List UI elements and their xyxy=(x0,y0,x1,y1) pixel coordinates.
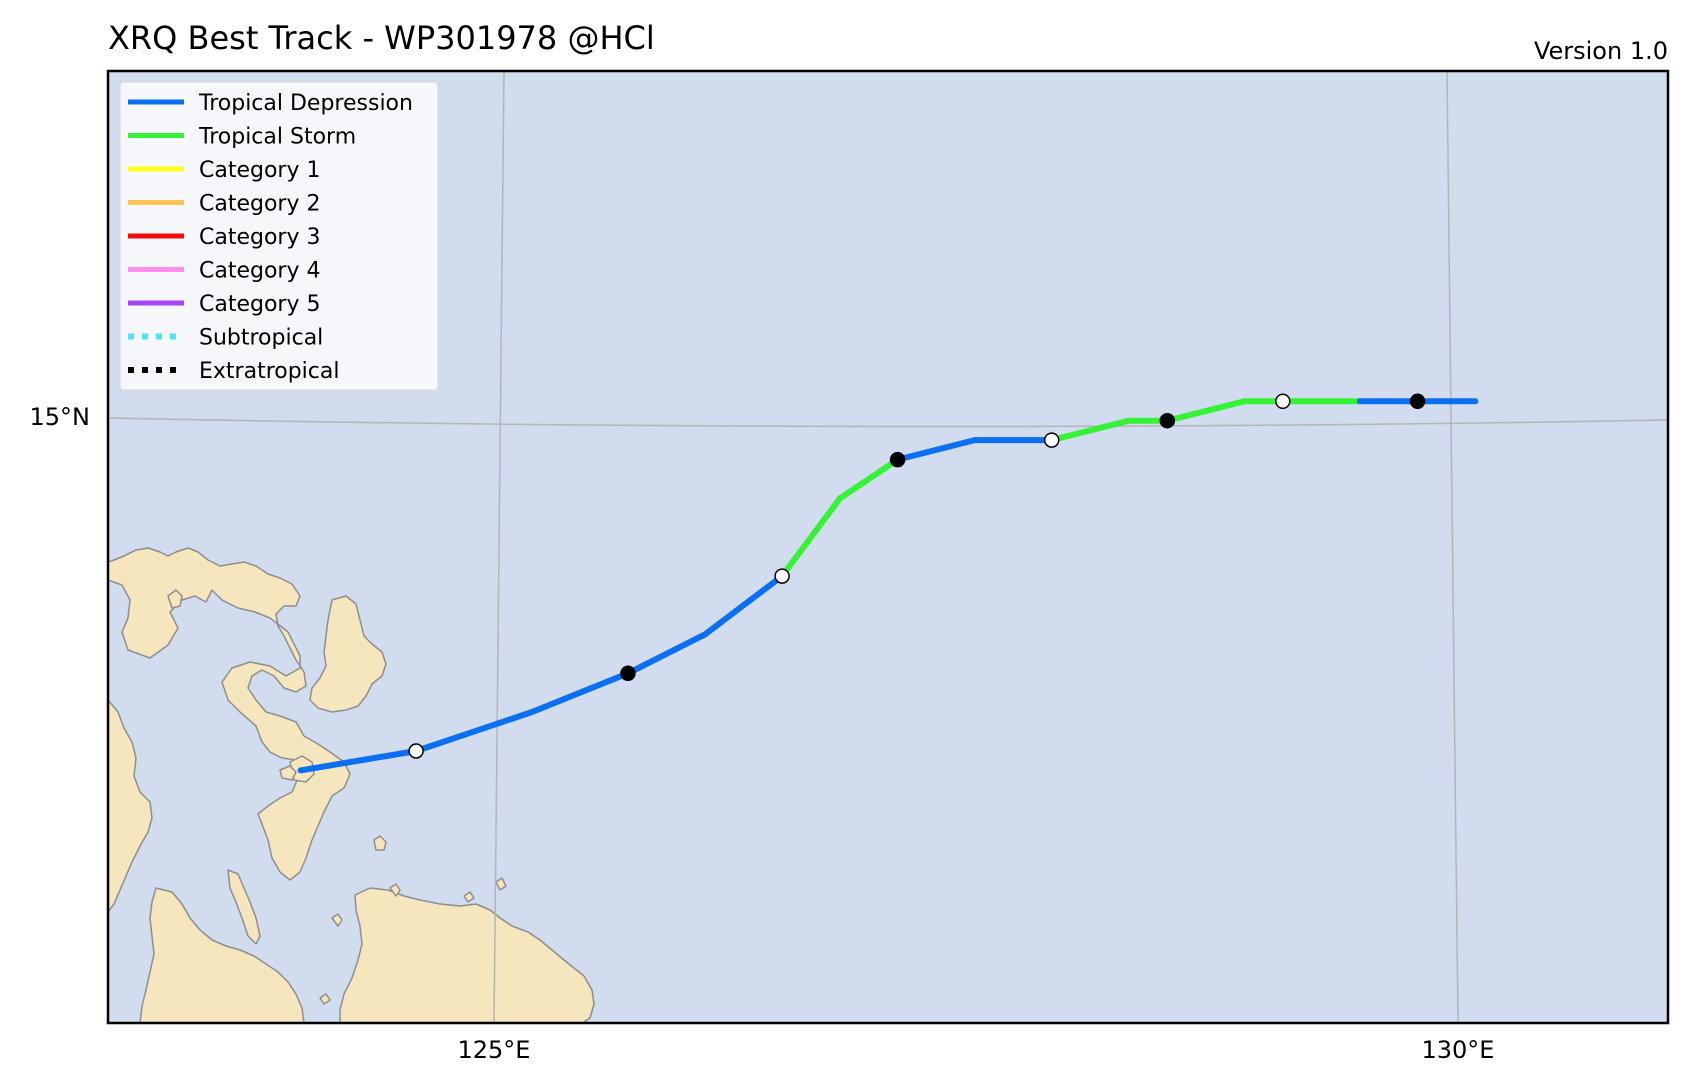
legend-item-category-1: Category 1 xyxy=(128,158,320,183)
track-point-filled-15 xyxy=(1409,393,1426,410)
track-point-open-13 xyxy=(1275,393,1291,410)
track-segment-6 xyxy=(836,456,901,502)
islet-4 xyxy=(279,765,297,781)
legend-label: Subtropical xyxy=(199,326,323,351)
islet-9 xyxy=(463,891,475,903)
map-title: XRQ Best Track - WP301978 @HCl xyxy=(108,19,655,57)
legend-item-category-5: Category 5 xyxy=(128,292,320,317)
track-segment-11 xyxy=(1164,398,1248,424)
islet-10 xyxy=(319,993,331,1005)
legend-item-subtropical: Subtropical xyxy=(128,326,323,351)
legend-label: Extratropical xyxy=(199,359,340,384)
track-point-filled-3 xyxy=(620,665,636,682)
track-segment-5 xyxy=(779,495,843,580)
gridline-lon-125 xyxy=(493,71,505,1023)
graticule xyxy=(108,71,1668,1023)
track-markers xyxy=(408,393,1426,759)
islet-2 xyxy=(227,869,261,945)
track-point-filled-11 xyxy=(1159,412,1176,429)
track-point-open-9 xyxy=(1043,432,1060,448)
storm-track xyxy=(297,398,1479,774)
islet-7 xyxy=(389,883,401,897)
land-east-island xyxy=(309,595,387,713)
gridline-lon-130 xyxy=(1446,71,1459,1023)
islet-8 xyxy=(495,877,507,891)
land-south-west xyxy=(139,887,305,1023)
legend: Tropical Depression Tropical Storm Categor… xyxy=(119,81,439,391)
lat-label-15n: 15°N xyxy=(30,403,91,431)
lon-label-125e: 125°E xyxy=(458,1036,531,1064)
legend-label: Category 4 xyxy=(199,259,320,284)
version-label: Version 1.0 xyxy=(1534,37,1668,65)
islet-5 xyxy=(373,835,387,851)
track-point-open-1 xyxy=(408,743,424,759)
legend-item-extratropical: Extratropical xyxy=(128,359,340,384)
legend-item-category-3: Category 3 xyxy=(128,225,320,250)
track-segment-1 xyxy=(413,709,535,754)
track-segment-3 xyxy=(625,631,708,677)
islet-6 xyxy=(331,913,343,927)
legend-item-category-4: Category 4 xyxy=(128,259,320,284)
lon-label-130e: 130°E xyxy=(1422,1036,1495,1064)
track-segment-4 xyxy=(702,573,786,638)
legend-label: Tropical Storm xyxy=(198,125,356,150)
legend-label: Category 3 xyxy=(199,225,320,250)
track-segment-9 xyxy=(1048,417,1132,444)
legend-label: Category 1 xyxy=(199,158,320,183)
land-masses xyxy=(108,547,595,1023)
track-point-open-5 xyxy=(774,568,790,584)
track-point-filled-7 xyxy=(889,451,906,468)
land-west-south xyxy=(108,699,153,913)
legend-item-tropical-depression: Tropical Depression xyxy=(128,91,413,116)
map-frame xyxy=(106,69,1670,1025)
legend-box xyxy=(119,81,439,391)
legend-label: Tropical Depression xyxy=(198,91,413,116)
islet-3 xyxy=(167,589,183,609)
legend-label: Category 5 xyxy=(199,292,320,317)
track-segment-0 xyxy=(297,748,420,774)
legend-item-tropical-storm: Tropical Storm xyxy=(128,125,356,150)
legend-item-category-2: Category 2 xyxy=(128,192,320,217)
track-segment-7 xyxy=(894,437,978,463)
legend-label: Category 2 xyxy=(199,192,320,217)
track-segment-2 xyxy=(528,670,631,716)
land-south-central xyxy=(339,887,595,1023)
gridline-lat-15 xyxy=(108,417,1668,428)
land-west-main xyxy=(108,547,351,881)
